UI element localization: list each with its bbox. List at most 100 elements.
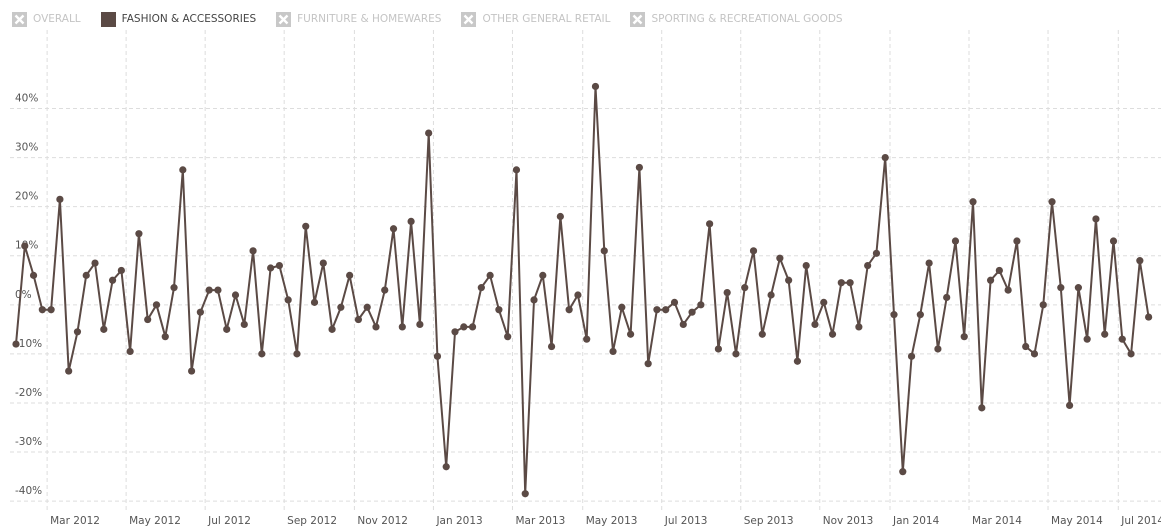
x-tick-label: Jan 2013 [435,515,482,527]
data-point [1074,284,1082,292]
data-point [846,279,854,287]
data-point [267,264,275,272]
x-tick-label: May 2013 [586,515,638,527]
data-point [117,266,125,275]
x-tick-label: Jan 2014 [892,515,940,527]
data-point [82,271,90,279]
data-point [1127,350,1135,358]
legend: OVERALL FASHION & ACCESSORIES FURNITURE & … [12,10,863,28]
y-tick-label: 20% [15,191,38,203]
data-point [934,345,942,353]
data-point [495,306,503,314]
legend-label: OVERALL [33,13,81,25]
data-point [47,306,55,314]
data-point [969,198,977,206]
data-point [600,247,608,255]
data-point [758,330,766,338]
data-point [899,468,907,476]
data-point [161,333,169,341]
y-tick-label: -40% [15,485,42,497]
data-point [539,271,547,279]
data-point [196,308,204,316]
data-point [785,276,793,284]
legend-item[interactable]: OVERALL [12,11,81,27]
data-point [1030,350,1039,358]
data-point [100,325,108,333]
data-point [732,350,740,358]
data-point [714,345,723,353]
data-point [442,463,450,471]
data-point [767,291,775,299]
data-point [73,328,82,336]
data-point [802,261,810,270]
legend-disabled-icon [461,11,477,27]
y-tick-label: 30% [15,142,38,154]
data-point [978,404,986,412]
data-point [21,242,29,250]
data-point [372,323,380,331]
y-tick-label: -10% [15,338,42,350]
data-point [521,490,529,498]
data-point [91,259,99,267]
data-point [776,254,784,262]
x-tick-label: May 2014 [1051,515,1103,527]
data-point [530,296,538,304]
data-point [583,335,591,343]
x-tick-label: Mar 2013 [515,515,565,527]
legend-disabled-icon [276,11,292,27]
data-point [951,237,960,245]
data-point [591,82,600,91]
data-point [644,360,652,368]
data-point [126,347,134,356]
data-point [1118,335,1126,343]
legend-item[interactable]: OTHER GENERAL RETAIL [461,11,610,27]
data-point [864,261,872,270]
data-point [12,340,20,348]
data-point [346,271,354,279]
data-point [451,328,459,336]
data-point [627,330,635,338]
data-point [1048,198,1056,206]
data-point [381,286,389,294]
data-point [1136,257,1144,265]
x-tick-label: Nov 2012 [357,515,408,527]
data-point [407,217,415,225]
legend-item[interactable]: FASHION & ACCESSORIES [100,11,257,27]
data-point [907,352,916,360]
data-point [328,325,336,333]
data-point [986,276,995,284]
data-point [170,284,178,292]
data-point [179,166,187,174]
data-point [29,271,38,279]
data-point [1145,313,1153,321]
data-point [460,323,468,331]
data-point [284,296,292,304]
data-point [354,315,363,324]
data-point [670,298,679,306]
series-line [15,86,1150,494]
data-point [205,286,213,294]
legend-item[interactable]: FURNITURE & HOMEWARES [276,11,442,27]
data-point [890,311,898,319]
legend-label: SPORTING & RECREATIONAL GOODS [651,13,843,25]
data-point [574,291,582,299]
y-tick-label: -20% [15,387,42,399]
data-point [925,259,933,267]
data-point [477,284,485,292]
data-point [319,259,327,267]
data-point [416,320,424,329]
data-point [653,306,661,314]
legend-label: FASHION & ACCESSORIES [121,13,257,25]
legend-label: FURNITURE & HOMEWARES [297,13,442,25]
data-point [1039,301,1047,309]
legend-item[interactable]: SPORTING & RECREATIONAL GOODS [630,11,843,27]
data-point [1004,286,1012,294]
data-point [214,286,222,294]
data-point [749,247,758,255]
data-point [960,333,968,341]
x-tick-label: Sep 2013 [744,515,794,527]
data-point [188,367,196,375]
legend-disabled-icon [630,11,646,27]
data-point [249,247,257,255]
